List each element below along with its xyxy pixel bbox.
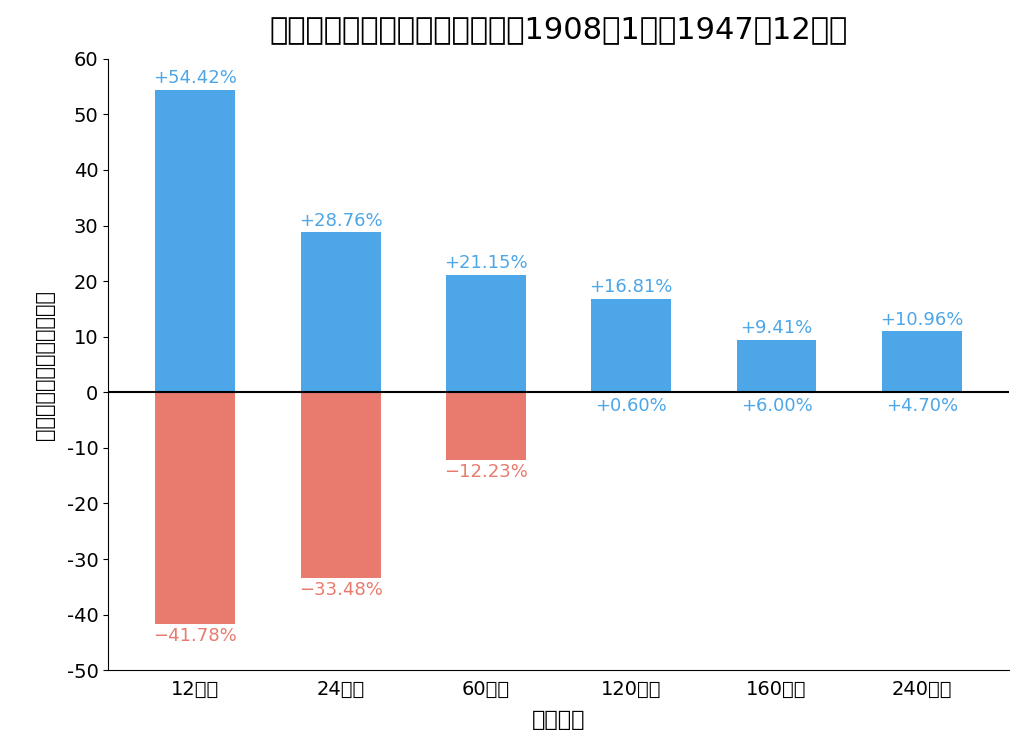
Text: +9.41%: +9.41% [740,319,813,337]
Text: −33.48%: −33.48% [299,581,383,599]
Text: +6.00%: +6.00% [740,397,812,415]
Text: +10.96%: +10.96% [881,311,964,329]
X-axis label: 投資期間: 投資期間 [531,710,586,730]
Bar [736,340,816,393]
Text: +21.15%: +21.15% [444,254,527,272]
Text: +0.60%: +0.60% [595,397,667,415]
Text: −41.78%: −41.78% [154,627,238,645]
Bar [156,90,236,393]
Bar [156,393,236,624]
Text: −12.23%: −12.23% [444,463,528,481]
Bar [301,232,381,393]
Text: +4.70%: +4.70% [886,397,957,415]
Bar [446,275,526,393]
Text: +16.81%: +16.81% [590,278,673,296]
Bar [882,332,962,393]
Bar [301,393,381,578]
Text: +54.42%: +54.42% [154,69,238,87]
Title: 累積リターンによる推定結果（1908年1月～1947年12月）: 累積リターンによる推定結果（1908年1月～1947年12月） [269,15,848,44]
Bar [446,393,526,460]
Bar [591,299,671,393]
Y-axis label: 年率平均リターンの振れ幅: 年率平均リターンの振れ幅 [36,290,55,440]
Text: +28.76%: +28.76% [299,212,383,229]
